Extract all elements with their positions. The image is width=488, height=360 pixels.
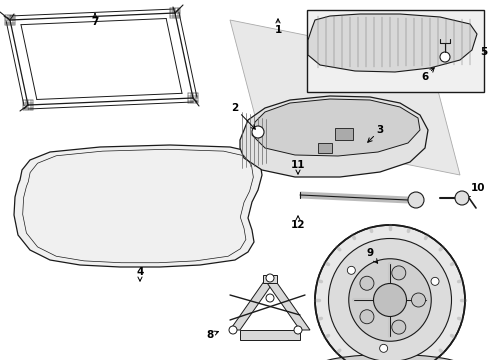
Polygon shape <box>229 20 459 175</box>
Polygon shape <box>240 330 299 340</box>
Circle shape <box>391 320 405 334</box>
Circle shape <box>348 259 430 341</box>
Circle shape <box>293 326 302 334</box>
Ellipse shape <box>314 354 464 360</box>
Text: 6: 6 <box>421 68 433 82</box>
Circle shape <box>328 239 450 360</box>
Circle shape <box>265 294 273 302</box>
Circle shape <box>379 344 387 352</box>
Circle shape <box>359 276 373 290</box>
Text: 11: 11 <box>290 160 305 174</box>
Circle shape <box>430 277 438 285</box>
Text: 5: 5 <box>479 47 486 57</box>
Polygon shape <box>251 99 419 156</box>
Circle shape <box>346 266 355 274</box>
Polygon shape <box>334 128 352 140</box>
Circle shape <box>251 126 264 138</box>
Circle shape <box>391 266 405 280</box>
Text: 3: 3 <box>367 125 383 142</box>
Text: 10: 10 <box>469 183 484 193</box>
Text: 7: 7 <box>91 14 99 27</box>
Circle shape <box>373 284 406 316</box>
Circle shape <box>439 52 449 62</box>
Circle shape <box>407 192 423 208</box>
Circle shape <box>359 310 373 324</box>
Text: 9: 9 <box>366 248 377 263</box>
Polygon shape <box>263 275 276 283</box>
Bar <box>306 10 483 92</box>
Polygon shape <box>240 96 427 177</box>
Polygon shape <box>14 145 262 267</box>
Polygon shape <box>229 280 274 330</box>
Text: 1: 1 <box>274 19 281 35</box>
Text: 8: 8 <box>206 330 218 340</box>
Text: 4: 4 <box>136 267 143 281</box>
Circle shape <box>228 326 237 334</box>
Text: 2: 2 <box>231 103 255 129</box>
Circle shape <box>314 225 464 360</box>
Polygon shape <box>307 14 476 72</box>
Circle shape <box>265 274 273 282</box>
Polygon shape <box>264 280 309 330</box>
Circle shape <box>411 293 425 307</box>
Polygon shape <box>317 143 331 153</box>
Text: 12: 12 <box>290 216 305 230</box>
Circle shape <box>454 191 468 205</box>
